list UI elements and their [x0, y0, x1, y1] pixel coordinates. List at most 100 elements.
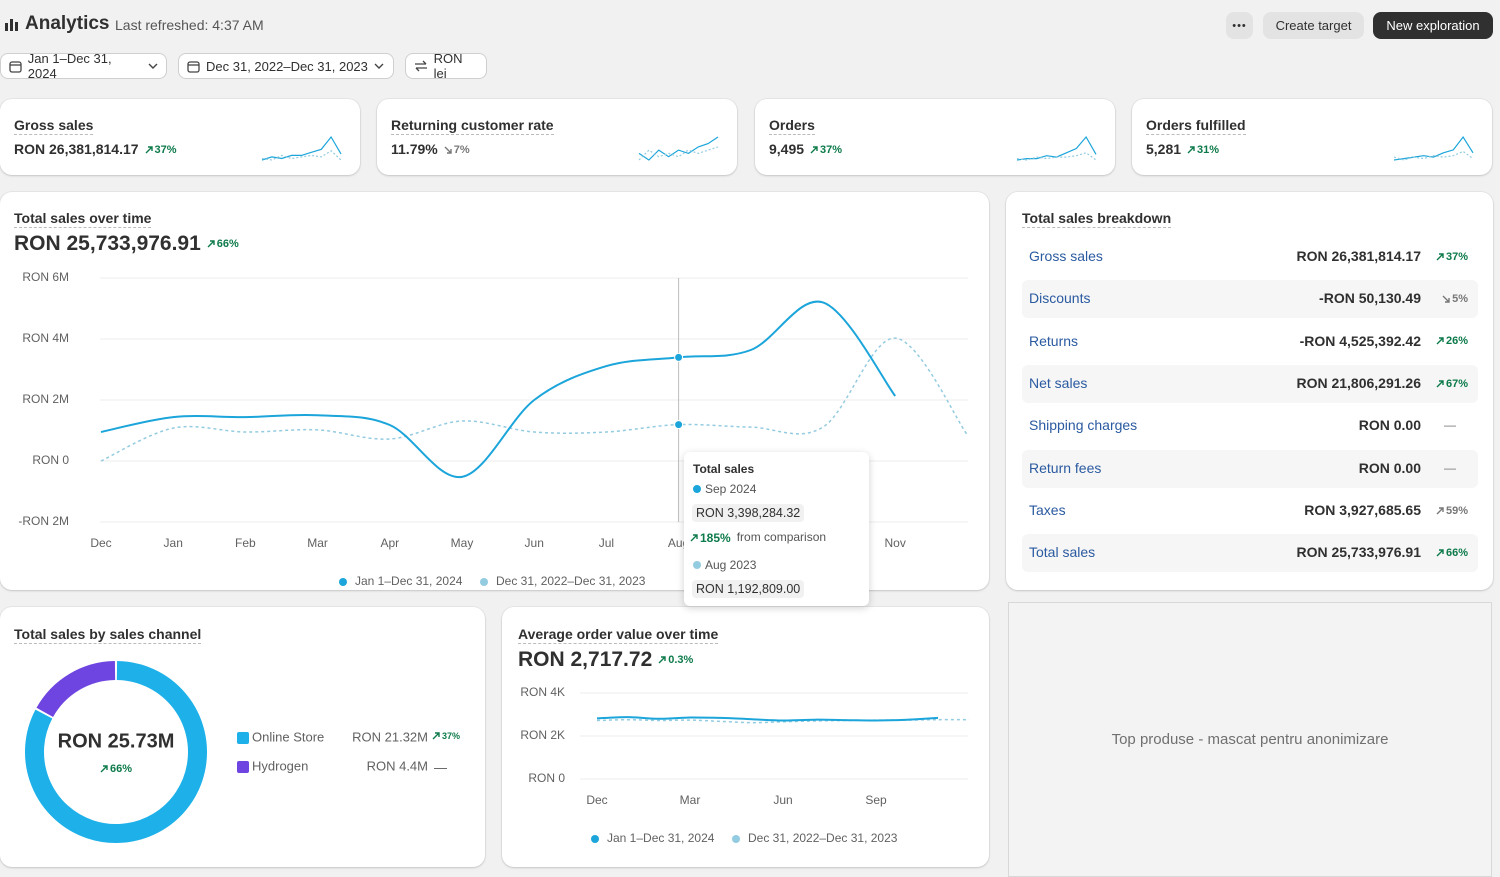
row-value: RON 3,927,685.65 [1304, 501, 1421, 518]
calendar-icon [187, 60, 200, 73]
row-label: Shipping charges [1029, 417, 1138, 434]
change-value: 7% [453, 144, 470, 157]
kpi-value-text: 11.79% [391, 141, 438, 157]
kpi-label: Gross sales [14, 117, 94, 135]
new-exploration-button[interactable]: New exploration [1373, 12, 1493, 39]
change: 37% [145, 144, 177, 156]
tooltip-period: Aug 2023 [705, 558, 757, 572]
change: 5% [1442, 293, 1468, 305]
trend-arrow [444, 146, 452, 154]
change: 37% [810, 144, 842, 156]
trend-arrow [1436, 337, 1444, 345]
change: 0.3% [658, 654, 693, 666]
change-value: 37% [820, 144, 843, 157]
kpi-value-text: 5,281 [1146, 141, 1182, 157]
change-value: 185% [700, 530, 731, 545]
arrow-path [1442, 295, 1450, 303]
arrow-path [810, 146, 818, 154]
row-label: Return fees [1029, 459, 1102, 476]
chart-total-text: RON 2,717.72 [518, 648, 653, 671]
change: 37% [432, 731, 460, 741]
row-change: 59% [1426, 503, 1468, 517]
change-value: 26% [1445, 335, 1468, 348]
change: 31% [1187, 144, 1219, 156]
tooltip-dot [693, 561, 701, 569]
arrow-path [432, 732, 440, 740]
row-value: RON 26,381,814.17 [1296, 248, 1421, 264]
change-value: 37% [154, 144, 177, 157]
chart-title: Total sales by sales channel [14, 626, 202, 644]
change: 7% [444, 144, 470, 156]
legend-change: — [430, 760, 447, 775]
arrow-path [145, 146, 153, 154]
change-value: 37% [1445, 250, 1468, 263]
arrow-path [1436, 337, 1444, 345]
arrow-path [444, 146, 452, 154]
legend-change: 37% [430, 731, 460, 742]
row-label: Net sales [1029, 374, 1088, 391]
breakdown-row [1022, 449, 1478, 488]
tooltip-note: from comparison [736, 530, 827, 544]
kpi-label: Orders fulfilled [1146, 117, 1246, 135]
currency-filter[interactable]: RON lei [405, 51, 487, 81]
row-value: RON 25,733,976.91 [1296, 544, 1421, 561]
chevron [374, 63, 384, 69]
change-value: 59% [1445, 504, 1468, 517]
create-target-button[interactable]: Create target [1263, 12, 1364, 39]
change-value: 0.3% [668, 654, 694, 667]
compare-filter[interactable]: Dec 31, 2022–Dec 31, 2023 [178, 53, 394, 79]
date-filter[interactable]: Jan 1–Dec 31, 2024 [0, 51, 167, 81]
trend-arrow [1442, 295, 1450, 303]
chevron [148, 63, 158, 69]
tooltip-value: RON 3,398,284.32 [692, 504, 805, 522]
row-change: 37% [1426, 249, 1468, 263]
row-label: Discounts [1029, 290, 1091, 307]
trend-arrow [1436, 380, 1444, 388]
chart-total: RON 25,733,976.91 66% [14, 232, 239, 256]
trend-arrow [690, 534, 698, 542]
change-value: 31% [1197, 144, 1220, 157]
kpi-label: Orders [769, 117, 815, 135]
change: 37% [1436, 251, 1468, 263]
trend-arrow [145, 146, 153, 154]
row-label: Gross sales [1029, 248, 1103, 264]
row-value: -RON 4,525,392.42 [1299, 332, 1421, 349]
kpi-label: Returning customer rate [391, 117, 554, 135]
kpi-card [755, 99, 1115, 175]
row-value: -RON 50,130.49 [1319, 290, 1421, 307]
change-value: 66% [109, 763, 133, 776]
chart-title: Average order value over time [518, 626, 719, 644]
more-button[interactable]: ••• [1226, 12, 1253, 39]
chart-title: Total sales over time [14, 210, 152, 228]
tooltip-value: RON 1,192,809.00 [692, 580, 805, 598]
arrow-path [1436, 506, 1444, 515]
row-change: 5% [1426, 291, 1468, 305]
page-title: Analytics [25, 13, 110, 34]
row-change: — [1426, 418, 1468, 432]
aov-card [502, 607, 989, 867]
change: 59% [1436, 505, 1468, 517]
kpi-value: RON 26,381,814.17 37% [14, 141, 177, 157]
row-value: RON 0.00 [1358, 459, 1421, 476]
last-refreshed: Last refreshed: 4:37 AM [115, 17, 264, 33]
breakdown-title: Total sales breakdown [1022, 210, 1172, 228]
change: 66% [1436, 547, 1468, 559]
kpi-value-text: RON 26,381,814.17 [14, 141, 139, 157]
trend-arrow [1187, 146, 1195, 154]
change: 66% [100, 763, 132, 775]
top-products-placeholder: Top produse - mascat pentru anonimizare [1008, 602, 1492, 877]
arrow-path [1436, 380, 1444, 388]
trend-arrow [658, 656, 666, 664]
kpi-card [1132, 99, 1492, 175]
calendar-icon [9, 60, 22, 73]
kpi-value-text: 9,495 [769, 141, 805, 157]
currency: RON lei [433, 51, 463, 81]
row-change: — [1426, 461, 1468, 475]
trend-arrow [810, 146, 818, 154]
arrow-path [690, 534, 698, 542]
trend-arrow [1436, 549, 1444, 557]
arrow-path [1187, 146, 1195, 154]
kpi-value: 11.79% 7% [391, 141, 470, 157]
row-change: 66% [1426, 545, 1468, 559]
